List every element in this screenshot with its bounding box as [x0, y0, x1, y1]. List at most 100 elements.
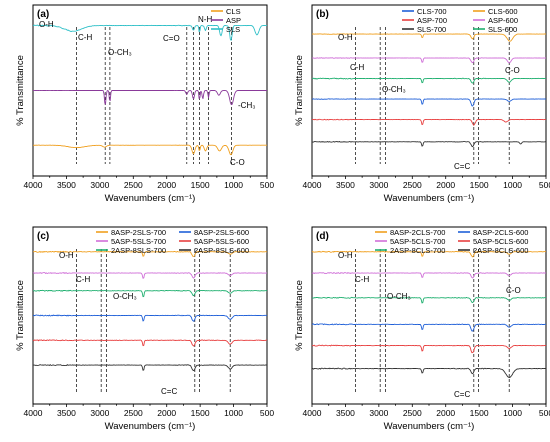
band-annotation: C=C — [454, 390, 470, 399]
x-tick-label: 3500 — [57, 180, 76, 190]
series-line-8ASP-2CLS-700 — [311, 250, 546, 258]
series-line-CLS-700 — [311, 98, 547, 107]
x-tick-label: 2000 — [436, 180, 455, 190]
legend-entry: 8ASP-2SLS-600 — [194, 228, 249, 237]
series-line-5ASP-5CLS-700 — [311, 272, 547, 279]
band-annotation: -CH₃ — [238, 101, 255, 110]
band-annotation: C-O — [506, 286, 521, 295]
x-tick-label: 1000 — [503, 180, 522, 190]
series-line-SLS — [32, 24, 268, 41]
legend-entry: 5ASP-5SLS-600 — [194, 237, 249, 246]
band-annotation: C=O — [163, 34, 180, 43]
series-line-ASP-600 — [311, 57, 547, 64]
x-tick-label: 3000 — [90, 180, 109, 190]
series-line-2ASP-8SLS-600 — [32, 364, 268, 372]
series-line-5ASP-5SLS-600 — [32, 339, 267, 347]
band-annotation: O-H — [59, 251, 74, 260]
y-axis-label: % Transmittance — [15, 55, 26, 126]
band-annotation: O-H — [338, 251, 353, 260]
x-tick-label: 500 — [539, 408, 550, 418]
x-tick-label: 1000 — [503, 408, 522, 418]
series-line-8ASP-2CLS-600 — [311, 323, 546, 332]
band-annotation: O-CH₃ — [382, 85, 406, 94]
legend-entry: ASP — [226, 16, 241, 25]
panel-label: (b) — [316, 9, 329, 20]
series-line-8ASP-2SLS-700 — [32, 250, 268, 257]
band-annotation: C-H — [78, 33, 92, 42]
x-tick-label: 500 — [539, 180, 550, 190]
legend-entry: CLS — [226, 7, 241, 16]
x-tick-label: 1500 — [191, 180, 210, 190]
x-tick-label: 3000 — [369, 180, 388, 190]
series-line-2ASP-8CLS-600 — [311, 367, 547, 379]
band-annotation: O-CH₃ — [387, 292, 411, 301]
x-axis-label: Wavenumbers (cm⁻¹) — [384, 193, 475, 204]
y-axis-label: % Transmittance — [294, 55, 305, 126]
x-axis-label: Wavenumbers (cm⁻¹) — [384, 421, 475, 432]
band-annotation: N-H — [198, 15, 212, 24]
x-tick-label: 1500 — [191, 408, 210, 418]
chart-panel-b: 4000 3500 3000 2500 2000 1500 1000 500 Wavenumbe… — [294, 4, 550, 204]
x-tick-label: 2500 — [403, 408, 422, 418]
legend-entry: 5ASP-5CLS-700 — [390, 237, 445, 246]
band-annotation: O-H — [39, 20, 54, 29]
series-line-SLS-600 — [311, 77, 546, 84]
x-tick-label: 500 — [260, 408, 274, 418]
x-tick-label: 1000 — [224, 180, 243, 190]
x-axis-label: Wavenumbers (cm⁻¹) — [105, 193, 196, 204]
x-tick-label: 1500 — [470, 408, 489, 418]
x-tick-label: 1000 — [224, 408, 243, 418]
x-tick-label: 2500 — [124, 408, 143, 418]
legend-entry: ASP-700 — [417, 16, 447, 25]
legend-entry: 8ASP-2CLS-600 — [473, 228, 528, 237]
legend-entry: CLS-600 — [488, 7, 518, 16]
legend-entry: 8ASP-2SLS-700 — [111, 228, 166, 237]
y-axis-label: % Transmittance — [15, 280, 26, 351]
x-tick-label: 500 — [260, 180, 274, 190]
x-tick-label: 3500 — [57, 408, 76, 418]
panel-label: (d) — [316, 231, 329, 242]
series-line-2ASP-8CLS-700 — [311, 296, 546, 304]
chart-panel-a: 4000 3500 3000 2500 2000 1500 1000 500 Wavenumbe… — [15, 4, 274, 204]
series-line-CLS — [32, 144, 267, 156]
legend-entry: 8ASP-2CLS-700 — [390, 228, 445, 237]
x-tick-label: 3000 — [369, 408, 388, 418]
chart-panel-d: 4000 3500 3000 2500 2000 1500 1000 500 Wavenumbe… — [294, 226, 550, 432]
series-line-5ASP-5CLS-600 — [311, 344, 547, 354]
band-annotation: C-H — [355, 275, 369, 284]
series-line-5ASP-5SLS-700 — [32, 272, 268, 279]
legend-entry: 2ASP-8CLS-600 — [473, 246, 528, 255]
series-line-2ASP-8SLS-700 — [32, 289, 268, 298]
band-annotation: C-O — [505, 66, 520, 75]
x-axis-label: Wavenumbers (cm⁻¹) — [105, 421, 196, 432]
series-line-8ASP-2SLS-600 — [32, 314, 268, 322]
x-tick-label: 2000 — [157, 180, 176, 190]
x-tick-label: 1500 — [470, 180, 489, 190]
band-annotation: O-CH₃ — [108, 48, 132, 57]
legend-entry: 2ASP-8SLS-700 — [111, 246, 166, 255]
legend-entry: CLS-700 — [417, 7, 447, 16]
x-tick-label: 4000 — [303, 180, 322, 190]
series-line-ASP — [32, 89, 267, 106]
band-annotation: O-CH₃ — [113, 292, 137, 301]
x-tick-label: 4000 — [303, 408, 322, 418]
series-line-SLS-700 — [311, 140, 547, 148]
band-annotation: C-O — [230, 158, 245, 167]
band-annotation: C-H — [76, 275, 90, 284]
legend-entry: 2ASP-8CLS-700 — [390, 246, 445, 255]
legend-entry: 5ASP-5SLS-700 — [111, 237, 166, 246]
legend-entry: 5ASP-5CLS-600 — [473, 237, 528, 246]
x-tick-label: 4000 — [24, 180, 43, 190]
x-tick-label: 2500 — [403, 180, 422, 190]
legend-entry: SLS — [226, 25, 240, 34]
panel-label: (a) — [37, 9, 49, 20]
chart-panel-c: 4000 3500 3000 2500 2000 1500 1000 500 Wavenumbe… — [15, 226, 274, 432]
series-line-ASP-700 — [312, 118, 547, 126]
band-annotation: C=C — [454, 162, 470, 171]
legend-entry: SLS-700 — [417, 25, 446, 34]
panel-label: (c) — [37, 231, 49, 242]
legend-entry: ASP-600 — [488, 16, 518, 25]
x-tick-label: 4000 — [24, 408, 43, 418]
